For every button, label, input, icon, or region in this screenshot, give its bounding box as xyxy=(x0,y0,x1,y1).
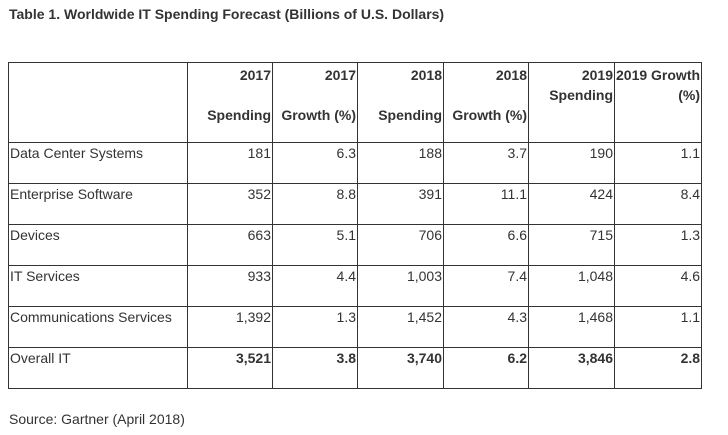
header-cell-2018-spending: 2018 Spending xyxy=(357,62,444,143)
cell-2019-spending: 190 xyxy=(528,142,615,184)
header-metric: Growth (%) xyxy=(452,107,527,123)
cell-2019-growth: 8.4 xyxy=(613,183,703,225)
row-label: IT Services xyxy=(8,265,188,307)
cell-2017-spending: 933 xyxy=(187,265,273,307)
table-header-row: 2017 Spending 2017 Growth (%) 2018 Spend… xyxy=(8,62,703,143)
row-label: Devices xyxy=(8,224,188,266)
cell-2018-growth: 4.3 xyxy=(443,306,529,348)
table-row: Communications Services 1,392 1.3 1,452 … xyxy=(8,306,703,348)
header-metric: Spending xyxy=(378,107,442,123)
cell-2019-growth: 4.6 xyxy=(613,265,703,307)
table-row-total: Overall IT 3,521 3.8 3,740 6.2 3,846 2.8 xyxy=(8,347,703,389)
header-metric: (%) xyxy=(678,87,701,103)
cell-2018-spending: 391 xyxy=(357,183,444,225)
cell-2017-growth: 3.8 xyxy=(272,347,358,389)
cell-2018-growth: 3.7 xyxy=(443,142,529,184)
cell-2018-growth: 7.4 xyxy=(443,265,529,307)
cell-2017-growth: 6.3 xyxy=(272,142,358,184)
header-cell-empty xyxy=(8,62,188,143)
cell-2018-spending: 706 xyxy=(357,224,444,266)
cell-2019-growth: 1.3 xyxy=(613,224,703,266)
header-year: 2018 xyxy=(410,67,442,83)
cell-2017-spending: 3,521 xyxy=(187,347,273,389)
cell-2017-growth: 5.1 xyxy=(272,224,358,266)
row-label: Overall IT xyxy=(8,347,188,389)
cell-2017-growth: 1.3 xyxy=(272,306,358,348)
cell-2018-spending: 1,003 xyxy=(357,265,444,307)
cell-2019-growth: 1.1 xyxy=(613,306,703,348)
cell-2017-growth: 4.4 xyxy=(272,265,358,307)
header-cell-2018-growth: 2018 Growth (%) xyxy=(443,62,529,143)
header-year: 2017 xyxy=(324,67,356,83)
cell-2019-spending: 3,846 xyxy=(528,347,615,389)
header-cell-2017-spending: 2017 Spending xyxy=(187,62,273,143)
table-row: Data Center Systems 181 6.3 188 3.7 190 … xyxy=(8,142,703,184)
it-spending-table: 2017 Spending 2017 Growth (%) 2018 Spend… xyxy=(8,62,703,389)
cell-2018-growth: 6.6 xyxy=(443,224,529,266)
header-cell-2017-growth: 2017 Growth (%) xyxy=(272,62,358,143)
row-label: Data Center Systems xyxy=(8,142,188,184)
cell-2019-spending: 715 xyxy=(528,224,615,266)
header-cell-2019-growth: 2019 Growth (%) xyxy=(613,62,703,143)
header-year: 2019 Growth xyxy=(616,67,701,83)
header-cell-2019-spending: 2019 Spending xyxy=(528,62,615,143)
table-row: Enterprise Software 352 8.8 391 11.1 424… xyxy=(8,183,703,225)
cell-2017-spending: 1,392 xyxy=(187,306,273,348)
table-row: Devices 663 5.1 706 6.6 715 1.3 xyxy=(8,224,703,266)
table-title: Table 1. Worldwide IT Spending Forecast … xyxy=(9,6,445,22)
cell-2017-spending: 663 xyxy=(187,224,273,266)
header-metric: Spending xyxy=(549,87,613,103)
cell-2019-spending: 424 xyxy=(528,183,615,225)
cell-2019-spending: 1,468 xyxy=(528,306,615,348)
header-metric: Spending xyxy=(207,107,271,123)
cell-2019-spending: 1,048 xyxy=(528,265,615,307)
cell-2018-spending: 3,740 xyxy=(357,347,444,389)
header-metric: Growth (%) xyxy=(281,107,356,123)
cell-2018-growth: 6.2 xyxy=(443,347,529,389)
cell-2017-growth: 8.8 xyxy=(272,183,358,225)
table-row: IT Services 933 4.4 1,003 7.4 1,048 4.6 xyxy=(8,265,703,307)
cell-2018-growth: 11.1 xyxy=(443,183,529,225)
row-label: Communications Services xyxy=(8,306,188,348)
cell-2018-spending: 1,452 xyxy=(357,306,444,348)
header-year: 2018 xyxy=(495,67,527,83)
header-year: 2017 xyxy=(239,67,271,83)
cell-2019-growth: 2.8 xyxy=(613,347,703,389)
header-year: 2019 xyxy=(581,67,613,83)
cell-2017-spending: 181 xyxy=(187,142,273,184)
cell-2018-spending: 188 xyxy=(357,142,444,184)
cell-2017-spending: 352 xyxy=(187,183,273,225)
cell-2019-growth: 1.1 xyxy=(613,142,703,184)
row-label: Enterprise Software xyxy=(8,183,188,225)
source-note: Source: Gartner (April 2018) xyxy=(9,411,185,427)
